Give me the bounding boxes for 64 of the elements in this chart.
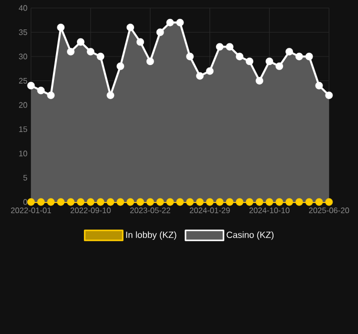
point	[136, 38, 144, 46]
point	[106, 92, 114, 100]
point	[96, 198, 104, 206]
point	[196, 198, 204, 206]
point	[216, 43, 224, 51]
point	[66, 198, 74, 206]
point	[216, 198, 224, 206]
point	[146, 58, 154, 66]
point	[166, 198, 174, 206]
point	[236, 52, 244, 60]
point	[37, 86, 45, 94]
point	[256, 198, 264, 206]
point	[176, 198, 184, 206]
point	[325, 92, 333, 100]
point	[136, 198, 144, 206]
point	[57, 198, 65, 206]
point	[126, 24, 134, 32]
point	[325, 198, 333, 206]
legend-label: Casino (KZ)	[226, 231, 274, 240]
point	[186, 198, 194, 206]
point	[66, 48, 74, 56]
point	[276, 62, 284, 70]
point	[246, 58, 254, 66]
point	[236, 198, 244, 206]
point	[266, 198, 274, 206]
point	[226, 198, 234, 206]
point	[47, 198, 55, 206]
point	[27, 198, 35, 206]
point	[176, 18, 184, 26]
point	[226, 43, 234, 51]
point	[196, 72, 204, 80]
point	[295, 198, 303, 206]
point	[295, 52, 303, 60]
point	[86, 198, 94, 206]
point	[206, 198, 214, 206]
point	[186, 52, 194, 60]
point	[76, 38, 84, 46]
point	[305, 52, 313, 60]
point	[47, 92, 55, 100]
point	[156, 198, 164, 206]
point	[315, 82, 323, 90]
point	[166, 18, 174, 26]
point	[315, 198, 323, 206]
point	[106, 198, 114, 206]
legend-label: In lobby (KZ)	[126, 231, 176, 240]
point	[276, 198, 284, 206]
point	[86, 48, 94, 56]
point	[286, 198, 294, 206]
point	[256, 76, 264, 85]
point	[246, 198, 254, 206]
point	[57, 24, 65, 32]
point	[286, 48, 294, 56]
point	[96, 52, 104, 60]
point	[206, 67, 214, 75]
point	[305, 198, 313, 206]
point	[116, 198, 124, 206]
point	[116, 62, 124, 70]
point	[76, 198, 84, 206]
point	[146, 198, 154, 206]
point	[266, 58, 274, 66]
point	[37, 198, 45, 206]
point	[27, 82, 35, 90]
point	[126, 198, 134, 206]
point	[156, 28, 164, 36]
